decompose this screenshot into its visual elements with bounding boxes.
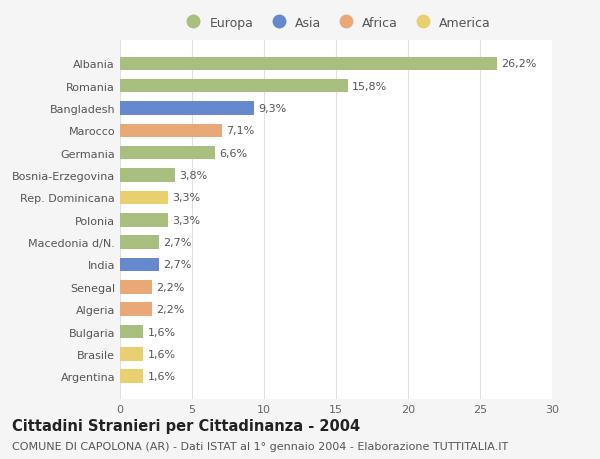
Bar xyxy=(120,213,167,227)
Text: 2,7%: 2,7% xyxy=(163,260,191,270)
Text: 6,6%: 6,6% xyxy=(220,148,247,158)
Bar xyxy=(120,258,159,272)
Bar xyxy=(120,325,143,338)
Text: 3,3%: 3,3% xyxy=(172,215,200,225)
Text: 15,8%: 15,8% xyxy=(352,82,387,91)
Text: 26,2%: 26,2% xyxy=(502,59,537,69)
Bar xyxy=(120,124,222,138)
Text: COMUNE DI CAPOLONA (AR) - Dati ISTAT al 1° gennaio 2004 - Elaborazione TUTTITALI: COMUNE DI CAPOLONA (AR) - Dati ISTAT al … xyxy=(12,441,508,451)
Text: 3,3%: 3,3% xyxy=(172,193,200,203)
Text: 2,7%: 2,7% xyxy=(163,238,191,247)
Text: 9,3%: 9,3% xyxy=(258,104,286,114)
Bar xyxy=(120,303,152,316)
Text: 2,2%: 2,2% xyxy=(156,304,184,314)
Legend: Europa, Asia, Africa, America: Europa, Asia, Africa, America xyxy=(176,12,496,35)
Text: 1,6%: 1,6% xyxy=(148,327,175,337)
Bar xyxy=(120,191,167,205)
Bar xyxy=(120,102,254,116)
Text: 1,6%: 1,6% xyxy=(148,349,175,359)
Text: 3,8%: 3,8% xyxy=(179,171,207,181)
Bar xyxy=(120,236,159,249)
Bar xyxy=(120,280,152,294)
Bar xyxy=(120,147,215,160)
Bar xyxy=(120,80,347,93)
Text: 2,2%: 2,2% xyxy=(156,282,184,292)
Bar xyxy=(120,347,143,361)
Text: 7,1%: 7,1% xyxy=(227,126,255,136)
Bar xyxy=(120,369,143,383)
Text: Cittadini Stranieri per Cittadinanza - 2004: Cittadini Stranieri per Cittadinanza - 2… xyxy=(12,418,360,433)
Bar xyxy=(120,169,175,182)
Bar xyxy=(120,57,497,71)
Text: 1,6%: 1,6% xyxy=(148,371,175,381)
